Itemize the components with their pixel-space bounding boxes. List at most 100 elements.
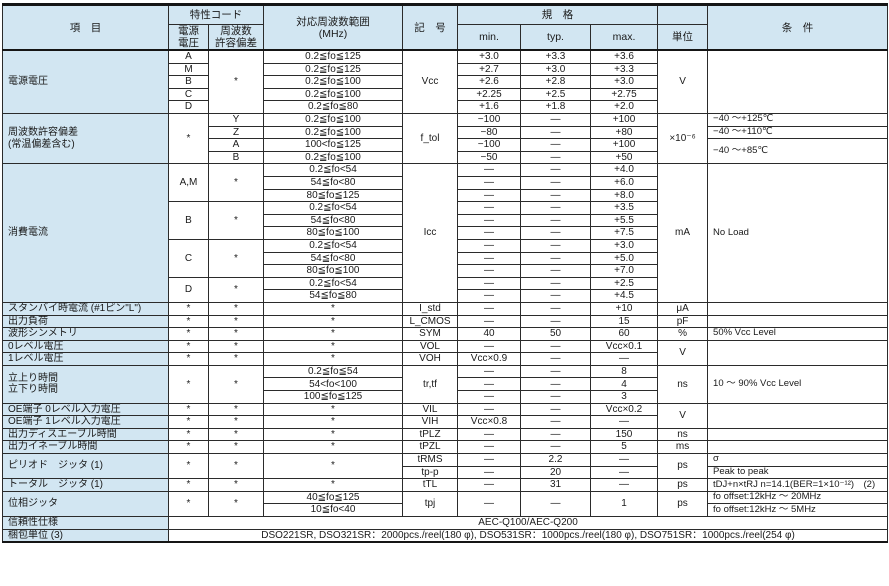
table-cell: *: [208, 276, 264, 303]
table-cell: *: [168, 490, 209, 518]
table-cell: *: [208, 163, 264, 203]
table-cell: *: [208, 327, 264, 341]
table-cell: 15: [589, 314, 659, 329]
row-label: 電源電圧: [2, 49, 169, 115]
table-cell: 0.2≦fo≦100: [263, 75, 403, 89]
table-cell: 150: [589, 427, 659, 442]
table-cell: ps: [657, 453, 709, 480]
row-label: 立上り時間 立下り時間: [2, 364, 169, 404]
table-cell: —: [457, 175, 521, 190]
table-cell: —: [589, 453, 659, 467]
table-cell: —: [520, 415, 591, 429]
row-label: 梱包単位 (3): [2, 528, 169, 543]
table-cell: —: [457, 402, 521, 417]
table-cell: +7.5: [589, 226, 659, 240]
row-label: ピリオド ジッタ (1): [2, 453, 169, 480]
row-label: 信頼性仕様: [2, 516, 169, 530]
col-header-typ: typ.: [520, 24, 591, 51]
row-label: 消費電流: [2, 163, 169, 303]
row-label: OE端子 0レベル入力電圧: [2, 402, 169, 417]
table-cell: 0.2≦fo<54: [263, 276, 403, 291]
table-cell: +100: [589, 138, 659, 152]
table-cell: +2.7: [457, 62, 521, 77]
table-cell: *: [208, 49, 264, 115]
table-row: 80≦fo≦100— — +7.5: [3, 226, 888, 240]
table-row: 出力イネーブル時間 * * * tPZL — —5 ms: [2, 440, 889, 455]
table-cell: —: [520, 125, 591, 140]
row-label: トータル ジッタ (1): [2, 478, 169, 492]
table-cell: —: [457, 478, 521, 492]
table-cell: *: [208, 364, 264, 404]
table-cell: *: [208, 402, 264, 417]
table-cell: *: [208, 427, 264, 442]
table-row: 電源電圧 A * 0.2≦fo≦125 Vcc +3.0 +3.3 +3.6 V: [2, 49, 889, 115]
table-cell: —: [520, 113, 591, 127]
table-cell: *: [263, 327, 403, 341]
table-cell: M: [168, 62, 209, 77]
table-cell: *: [168, 352, 209, 366]
table-cell: *: [168, 112, 209, 165]
col-header-min: min.: [457, 24, 521, 51]
table-cell: +6.0: [589, 175, 659, 190]
table-cell: Y: [208, 113, 264, 127]
table-cell: 4: [589, 377, 659, 392]
table-cell: L_CMOS: [402, 314, 458, 329]
table-cell: —: [457, 264, 521, 278]
table-row: M 0.2≦fo≦125 +2.7 +3.0 +3.3: [3, 62, 888, 77]
table-cell: *: [208, 490, 264, 518]
table-row: 波形シンメトリ * * * SYM 40 50 60% 50% Vcc Level: [2, 327, 889, 341]
table-cell: —: [457, 226, 521, 240]
col-header-condition: 条 件: [707, 4, 889, 51]
table-cell: 20: [520, 465, 591, 480]
col-header-max: max.: [589, 24, 659, 51]
table-cell: 0.2≦fo≦80: [263, 100, 403, 114]
row-label: 波形シンメトリ: [2, 327, 169, 341]
table-cell: 54≦fo<80: [263, 175, 403, 190]
table-cell: —: [457, 440, 521, 455]
table-row: 出力ディスエーブル時間 * * * tPLZ — —150 ns: [2, 427, 889, 442]
table-cell: Z: [208, 125, 264, 140]
table-cell: −40 ～+125℃: [707, 113, 889, 127]
row-label: 位相ジッタ: [2, 490, 169, 518]
table-cell: +3.3: [520, 49, 591, 64]
table-cell: pF: [657, 314, 709, 329]
table-cell: —: [520, 188, 591, 203]
table-cell: mA: [657, 163, 709, 303]
table-cell: +8.0: [589, 188, 659, 203]
table-cell: 0.2≦fo≦125: [263, 49, 403, 64]
table-cell: *: [263, 339, 403, 354]
table-cell: ns: [657, 364, 709, 404]
table-cell: tTL: [402, 478, 458, 492]
table-cell: *: [263, 314, 403, 329]
table-cell: —: [520, 301, 591, 316]
table-cell: ms: [657, 440, 709, 455]
table-cell: —: [520, 201, 591, 215]
table-cell: +80: [589, 125, 659, 140]
table-cell: tRMS: [402, 453, 458, 467]
table-cell: +3.0: [589, 238, 659, 253]
col-header-spacer: [657, 4, 709, 25]
table-cell: 80≦fo≦100: [263, 226, 403, 240]
table-cell: Vcc×0.2: [589, 402, 659, 417]
table-cell: *: [263, 478, 403, 492]
table-cell: Peak to peak: [707, 465, 889, 480]
table-cell: 50: [520, 327, 591, 341]
table-cell: D: [168, 276, 209, 303]
table-cell: V: [657, 49, 709, 115]
table-cell: Vcc×0.9: [457, 352, 521, 366]
table-cell: +2.0: [589, 100, 659, 114]
table-cell: 3: [589, 390, 659, 404]
table-cell: —: [457, 490, 521, 518]
table-cell: *: [208, 478, 264, 492]
table-cell: 1: [589, 490, 659, 518]
table-cell: [707, 440, 889, 455]
table-cell: −80: [457, 125, 521, 140]
table-cell: *: [263, 415, 403, 429]
table-header: 項 目 特性コード 対応周波数範囲 (MHz) 記 号 規 格 条 件 電源 電…: [2, 4, 889, 51]
col-header-spec: 規 格: [456, 4, 659, 25]
table-row: D 0.2≦fo≦80 +1.6 +1.8 +2.0: [3, 100, 888, 114]
table-cell: σ: [707, 453, 889, 467]
table-cell: ×10⁻⁶: [657, 112, 709, 165]
table-cell: +2.6: [457, 75, 521, 89]
table-cell: +1.6: [457, 100, 521, 114]
